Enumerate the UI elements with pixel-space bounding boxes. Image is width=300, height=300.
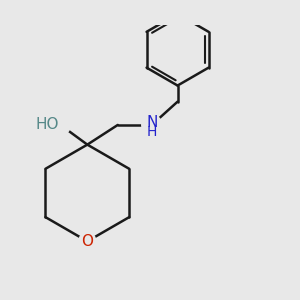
Circle shape	[50, 115, 70, 135]
Circle shape	[142, 115, 162, 135]
Text: H: H	[147, 125, 157, 139]
Circle shape	[79, 233, 96, 250]
Text: O: O	[81, 234, 93, 249]
Text: N: N	[146, 115, 158, 130]
Text: HO: HO	[35, 117, 59, 132]
